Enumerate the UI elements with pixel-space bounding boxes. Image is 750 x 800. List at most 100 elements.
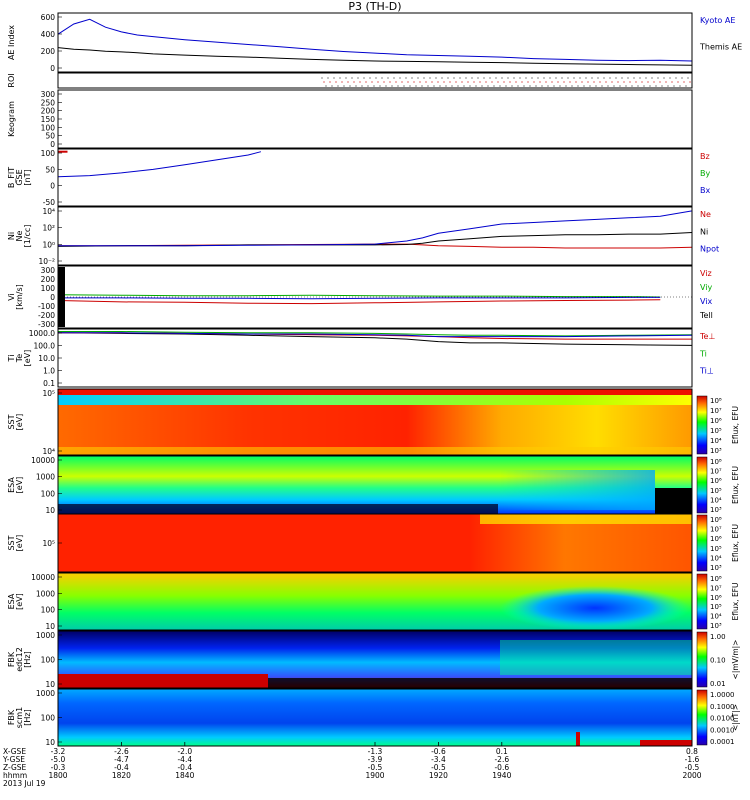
x-tick-label: -1.3: [368, 747, 383, 756]
colorbar-tick: 10⁴: [710, 613, 722, 621]
roi-markers: [321, 77, 693, 87]
roi-dot: [409, 85, 411, 87]
roi-dot: [383, 81, 385, 83]
sst2-top-band: [480, 514, 692, 524]
x-tick-label: -2.0: [177, 747, 192, 756]
roi-dot: [579, 77, 581, 79]
colorbar-tick: 10⁵: [710, 603, 722, 611]
x-row-label: Y-GSE: [2, 755, 25, 764]
roi-dot: [391, 85, 393, 87]
colorbar-6: [696, 689, 708, 746]
roi-dot: [395, 81, 397, 83]
roi-dot: [569, 81, 571, 83]
colorbar-tick: 10⁵: [710, 545, 722, 553]
roi-dot: [433, 85, 435, 87]
y-axis-label: SST: [7, 414, 16, 429]
sst1-top-band: [58, 395, 692, 405]
roi-dot: [469, 85, 471, 87]
keogram-panel: [57, 89, 693, 149]
legend-label: Ne: [700, 210, 711, 219]
roi-dot: [659, 81, 661, 83]
colorbar-tick: 0.1000: [710, 703, 735, 711]
roi-dot: [477, 77, 479, 79]
roi-dot: [339, 77, 341, 79]
colorbar-tick: 10⁸: [710, 575, 722, 583]
x-tick-label: 1940: [492, 771, 511, 780]
y-tick-label: 10: [45, 622, 55, 631]
roi-dot: [509, 81, 511, 83]
roi-dot: [621, 77, 623, 79]
series-viz: [57, 299, 661, 305]
roi-dot: [537, 77, 539, 79]
y-axis-label: FBK: [7, 651, 16, 667]
colorbar-5: [696, 631, 708, 688]
roi-dot: [525, 77, 527, 79]
roi-dot: [677, 81, 679, 83]
colorbar-tick: 10⁷: [710, 526, 722, 534]
colorbar-label: <|mV/m|>: [731, 640, 740, 680]
fbk1-black-bottom: [268, 678, 692, 688]
roi-dot: [407, 81, 409, 83]
roi-dot: [325, 85, 327, 87]
x-tick-label: -0.6: [494, 763, 509, 772]
roi-dot: [461, 81, 463, 83]
roi-dot: [633, 77, 635, 79]
y-tick-label: 50: [45, 165, 55, 174]
x-tick-label: -3.2: [51, 747, 66, 756]
roi-dot: [331, 85, 333, 87]
colorbar-1: [696, 395, 708, 455]
y-axis-label: [Hz]: [23, 651, 32, 667]
esa1-black-region: [655, 488, 692, 514]
roi-dot: [607, 85, 609, 87]
colorbar-label: Eflux, EFU: [731, 466, 740, 504]
roi-dot: [521, 81, 523, 83]
roi-dot: [655, 85, 657, 87]
roi-dot: [547, 85, 549, 87]
y-tick-label: 10000: [31, 573, 55, 582]
roi-dot: [545, 81, 547, 83]
roi-dot: [585, 77, 587, 79]
roi-dot: [549, 77, 551, 79]
y-axis-label: GSE: [15, 169, 24, 185]
roi-dot: [689, 81, 691, 83]
x-tick-label: 0.8: [686, 747, 698, 756]
colorbar-tick: 0.10: [710, 657, 726, 665]
colorbar-label: <|nT|>: [731, 704, 740, 731]
roi-dot: [617, 81, 619, 83]
roi-dot: [497, 81, 499, 83]
roi-dot: [463, 85, 465, 87]
x-tick-label: -2.6: [494, 755, 509, 764]
esa1-blue-region: [500, 470, 655, 510]
roi-dot: [557, 81, 559, 83]
roi-dot: [365, 81, 367, 83]
y-tick-label: -300: [38, 320, 55, 329]
y-tick-label: 0: [50, 64, 55, 73]
roi-dot: [531, 77, 533, 79]
roi-dot: [575, 81, 577, 83]
roi-dot: [635, 81, 637, 83]
fbk2-heatmap: [58, 689, 692, 746]
fbk2-red-spike: [576, 732, 580, 746]
y-axis-label: [eV]: [15, 477, 24, 494]
roi-dot: [505, 85, 507, 87]
y-axis-label: AE Index: [7, 25, 16, 60]
sst1-panel: [57, 388, 693, 456]
colorbar-tick: 10⁴: [710, 437, 722, 445]
roi-dot: [663, 77, 665, 79]
roi-dot: [629, 81, 631, 83]
axis-text: AE Index6004002000ROIKeogram300250200150…: [2, 13, 742, 788]
roi-dot: [641, 81, 643, 83]
roi-dot: [405, 77, 407, 79]
series-layer: [57, 18, 693, 346]
roi-dot: [593, 81, 595, 83]
roi-dot: [589, 85, 591, 87]
y-tick-label: 600: [41, 13, 56, 22]
roi-dot: [555, 77, 557, 79]
roi-dot: [345, 77, 347, 79]
series-tell: [57, 332, 693, 346]
y-tick-label: 150: [41, 115, 56, 124]
colorbar-tick: 0.01: [710, 680, 726, 688]
y-axis-label: [eV]: [15, 414, 24, 431]
x-tick-label: 1920: [429, 771, 448, 780]
colorbar-tick: 10⁴: [710, 554, 722, 562]
